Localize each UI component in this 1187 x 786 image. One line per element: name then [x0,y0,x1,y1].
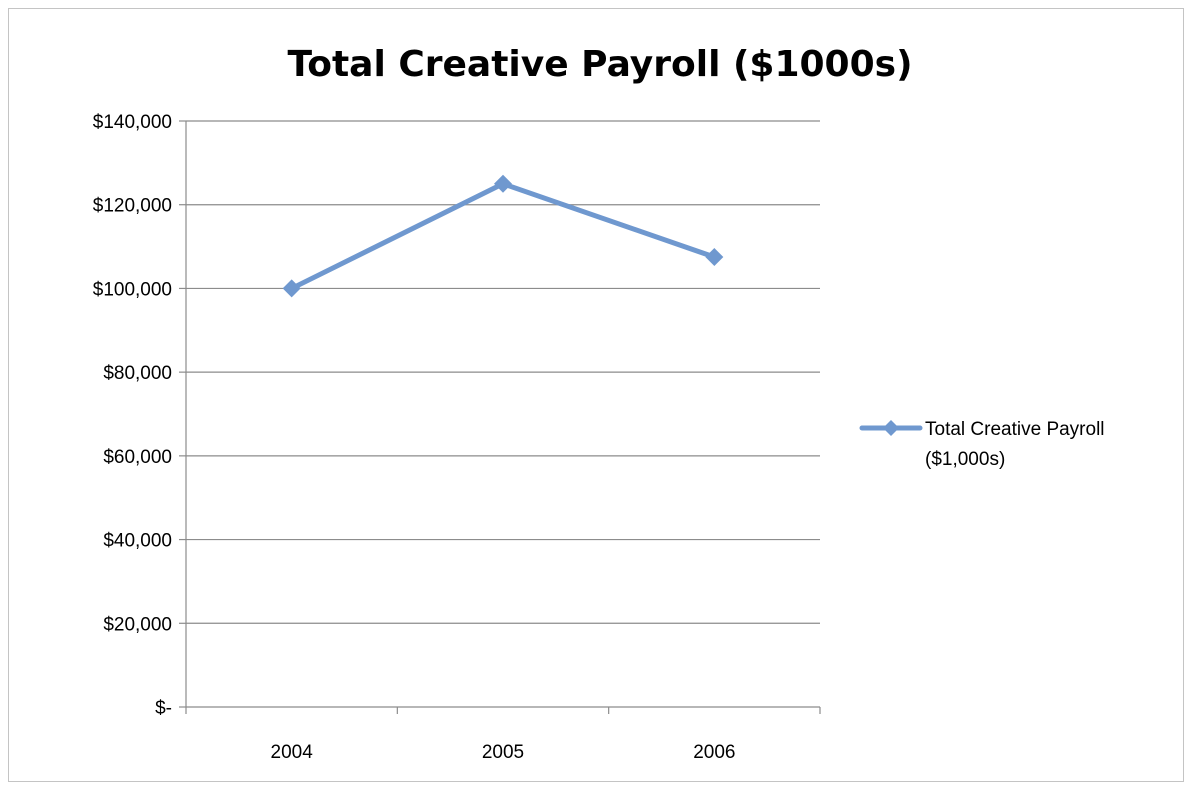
y-tick-label: $140,000 [93,112,172,133]
data-point-marker [282,279,301,298]
x-tick-label: 2006 [693,742,735,763]
legend-marker [883,420,899,436]
y-tick-label: $20,000 [103,614,172,635]
x-tick-label: 2004 [271,742,314,763]
y-tick-label: $100,000 [93,279,172,300]
chart-title: Total Creative Payroll ($1000s) [287,44,912,85]
gridlines [186,120,820,624]
y-tick-label: $40,000 [103,531,172,552]
y-tick-label: $80,000 [103,363,172,384]
x-axis-tick-labels: 2004 2005 2006 [271,742,736,763]
series-line [289,181,717,291]
axes [179,120,821,714]
chart-frame [8,8,1184,782]
y-tick-label: $120,000 [93,196,172,217]
legend: Total Creative Payroll ($1,000s) [859,419,1105,470]
y-tick-label: $60,000 [103,447,172,468]
data-point-marker [705,248,724,267]
x-tick-label: 2005 [482,742,524,763]
legend-label: Total Creative Payroll ($1,000s) [925,419,1105,470]
y-tick-label: $- [155,698,172,719]
y-axis-tick-labels: $- $20,000 $40,000 $60,000 $80,000 $100,000 $1… [93,112,172,719]
legend-label-line: Total Creative Payroll [925,419,1105,440]
legend-label-line: ($1,000s) [925,449,1005,470]
series-layer [282,174,724,298]
data-point-marker [494,174,512,193]
